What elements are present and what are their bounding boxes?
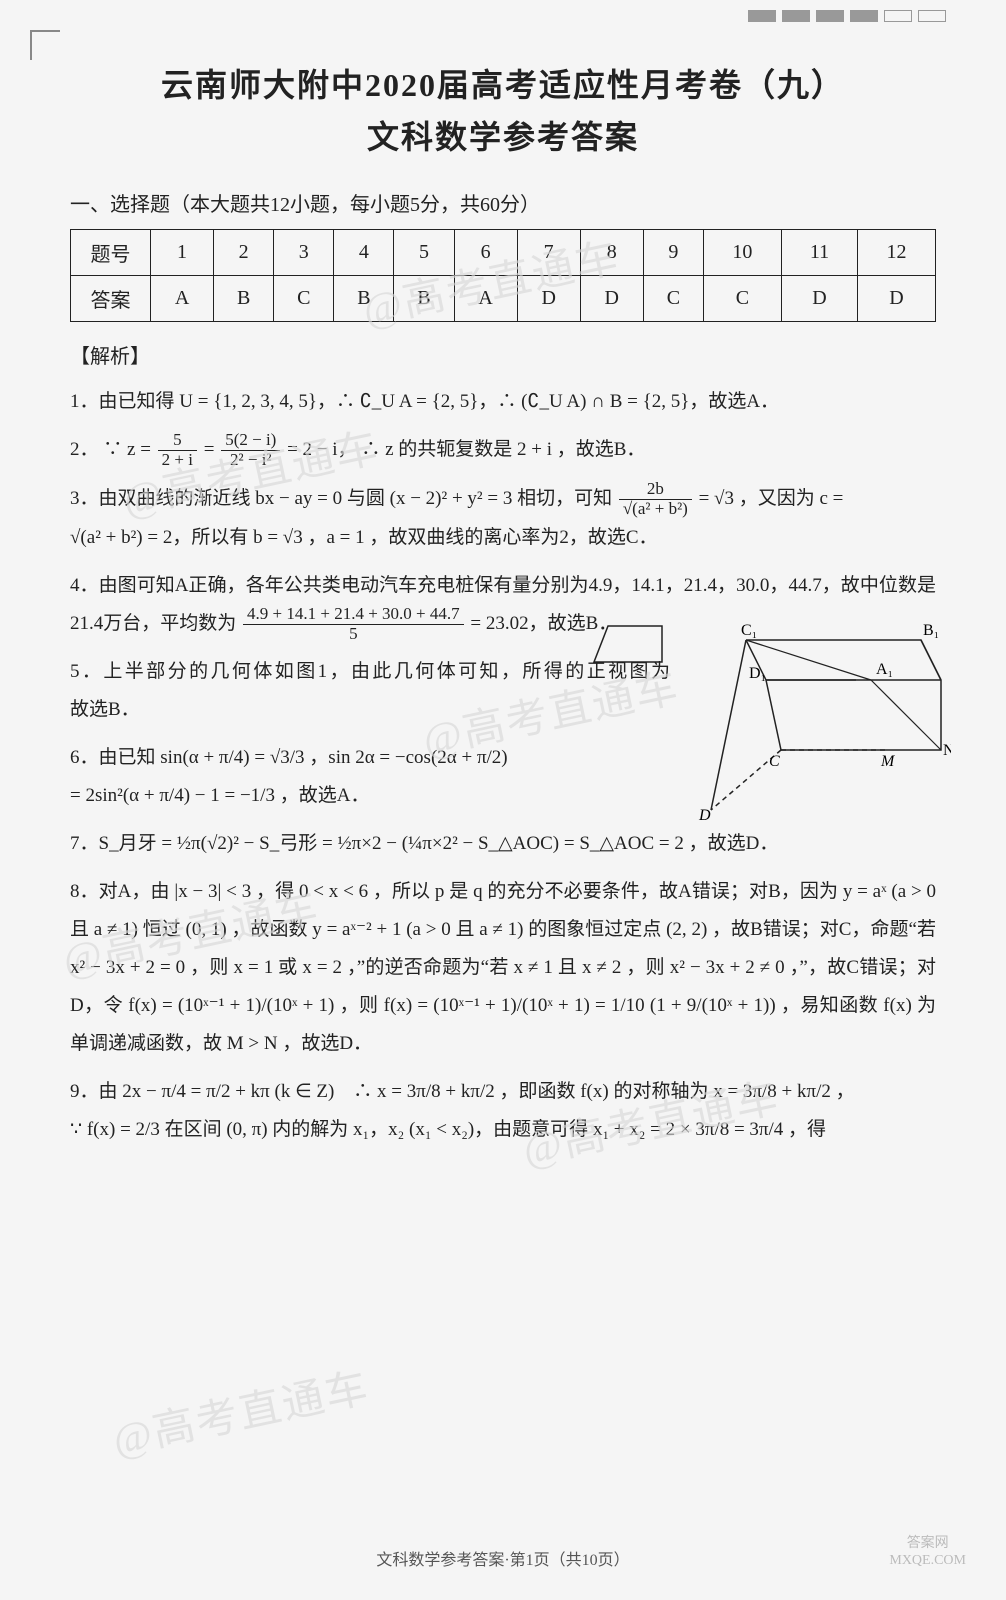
title-line1: 云南师大附中2020届高考适应性月考卷（九） bbox=[70, 60, 936, 106]
solution-9: 9．由 2x − π/4 = π/2 + kπ (k ∈ Z) ∴ x = 3π… bbox=[70, 1073, 936, 1149]
corner-tl bbox=[30, 30, 60, 60]
svg-text:B₁: B₁ bbox=[923, 622, 939, 639]
section-1-label: 一、选择题（本大题共12小题，每小题5分，共60分） bbox=[70, 188, 936, 217]
solution-7: 7．S_月牙 = ½π(√2)² − S_弓形 = ½π×2 − (¼π×2² … bbox=[70, 825, 936, 863]
svg-text:A₁: A₁ bbox=[876, 661, 893, 678]
analysis-label: 【解析】 bbox=[70, 340, 936, 369]
watermark: @高考直通车 bbox=[107, 1354, 375, 1468]
solution-8: 8．对A，由 |x − 3| < 3 ，得 0 < x < 6 ，所以 p 是 … bbox=[70, 873, 936, 1063]
prism-figure: C₁ B₁ D₁ A₁ N C M D bbox=[691, 620, 951, 830]
svg-text:D₁: D₁ bbox=[749, 665, 766, 682]
page-footer: 文科数学参考答案·第1页（共10页） bbox=[0, 1546, 1006, 1570]
svg-text:C₁: C₁ bbox=[741, 622, 757, 639]
table-row: 题号 1 2 3 4 5 6 7 8 9 10 11 12 bbox=[71, 230, 936, 276]
svg-text:M: M bbox=[880, 753, 896, 770]
row-header: 题号 bbox=[71, 230, 151, 276]
solution-6: 6．由已知 sin(α + π/4) = √3/3 ，sin 2α = −cos… bbox=[70, 739, 670, 815]
page-marker bbox=[748, 10, 946, 22]
svg-text:C: C bbox=[769, 753, 780, 770]
solution-2: 2． ∵ z = 52 + i = 5(2 − i)2² − i² = 2 − … bbox=[70, 431, 936, 470]
site-stamp: 答案网MXQE.COM bbox=[889, 1536, 966, 1570]
table-row: 答案 A B C B B A D D C C D D bbox=[71, 276, 936, 322]
solution-1: 1．由已知得 U = {1, 2, 3, 4, 5}，∴ ∁_U A = {2,… bbox=[70, 383, 936, 421]
svg-text:N: N bbox=[943, 742, 951, 759]
solution-3: 3．由双曲线的渐近线 bx − ay = 0 与圆 (x − 2)² + y² … bbox=[70, 480, 936, 557]
svg-text:D: D bbox=[698, 807, 711, 824]
answer-table: 题号 1 2 3 4 5 6 7 8 9 10 11 12 答案 A B C B… bbox=[70, 229, 936, 322]
solution-5: 5．上半部分的几何体如图1，由此几何体可知，所得的正视图为 故选B． bbox=[70, 653, 670, 729]
row-header: 答案 bbox=[71, 276, 151, 322]
front-view-icon bbox=[590, 618, 670, 668]
title-line2: 文科数学参考答案 bbox=[70, 112, 936, 158]
